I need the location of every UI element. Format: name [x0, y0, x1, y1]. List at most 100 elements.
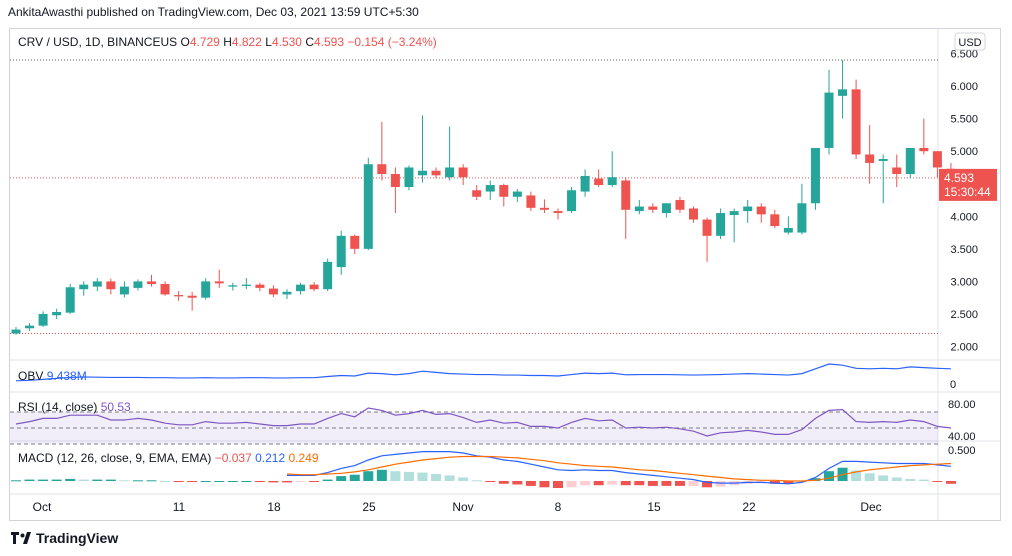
candle-body[interactable] — [174, 295, 184, 297]
l-label: L — [265, 35, 272, 49]
candle-body[interactable] — [851, 89, 861, 155]
candle-body[interactable] — [553, 211, 563, 214]
footer-brand[interactable]: TradingView — [36, 530, 119, 546]
candle-body[interactable] — [648, 206, 658, 210]
candle-body[interactable] — [838, 89, 848, 96]
candle-body[interactable] — [675, 200, 685, 210]
candle-body[interactable] — [810, 147, 820, 204]
candle-body[interactable] — [729, 211, 739, 215]
candle-body[interactable] — [445, 167, 455, 178]
c-label: C — [305, 35, 314, 49]
y-tick-label: 3.000 — [950, 276, 978, 288]
candle-body[interactable] — [539, 207, 549, 210]
macd-histogram-bar — [796, 481, 807, 483]
chart-frame — [9, 28, 1001, 521]
macd-histogram-bar — [783, 481, 794, 484]
candle-body[interactable] — [892, 167, 902, 174]
candle-body[interactable] — [878, 159, 888, 161]
candle-body[interactable] — [79, 284, 89, 290]
candle-body[interactable] — [38, 313, 48, 326]
candle-body[interactable] — [390, 173, 400, 188]
candle-body[interactable] — [106, 281, 116, 290]
candle-body[interactable] — [377, 164, 387, 174]
candle-body[interactable] — [756, 206, 766, 215]
candle-body[interactable] — [743, 206, 753, 212]
candle-body[interactable] — [147, 281, 156, 285]
candle-body[interactable] — [268, 288, 278, 295]
candle-body[interactable] — [255, 284, 265, 288]
macd-histogram-bar — [945, 481, 956, 484]
currency-button-label[interactable]: USD — [958, 37, 981, 49]
candle-body[interactable] — [160, 284, 170, 295]
candle-body[interactable] — [567, 190, 577, 212]
candle-body[interactable] — [594, 178, 604, 186]
macd-histogram-bar — [661, 481, 672, 486]
candle-body[interactable] — [661, 203, 671, 214]
candle-body[interactable] — [607, 177, 617, 186]
macd-histogram-bar — [620, 481, 631, 486]
candle-body[interactable] — [25, 325, 35, 329]
candle-body[interactable] — [865, 154, 875, 163]
candle-body[interactable] — [404, 167, 414, 188]
macd-histogram-bar — [769, 481, 780, 484]
candle-body[interactable] — [418, 170, 427, 176]
rsi-axis-tick: 80.00 — [948, 399, 976, 411]
candle-body[interactable] — [919, 147, 929, 152]
candle-body[interactable] — [485, 185, 495, 192]
candle-body[interactable] — [119, 286, 129, 295]
candle-body[interactable] — [241, 284, 251, 286]
macd-line — [287, 451, 952, 485]
candle-body[interactable] — [52, 311, 62, 316]
candle-body[interactable] — [296, 284, 306, 292]
candle-body[interactable] — [634, 206, 644, 212]
candle-body[interactable] — [580, 175, 590, 192]
macd-value: 0.212 — [255, 451, 288, 465]
candle-body[interactable] — [621, 180, 631, 210]
candle-body[interactable] — [282, 291, 292, 295]
macd-histogram-bar — [51, 479, 62, 481]
macd-histogram-bar — [444, 475, 455, 481]
candle-body[interactable] — [65, 287, 75, 313]
candle-body[interactable] — [797, 203, 807, 233]
candle-body[interactable] — [472, 190, 482, 197]
candle-body[interactable] — [323, 261, 333, 290]
candle-body[interactable] — [92, 281, 102, 287]
candle-body[interactable] — [458, 167, 468, 178]
candle-body[interactable] — [512, 191, 522, 197]
macd-histogram-bar — [566, 481, 577, 488]
macd-hist-value: −0.037 — [215, 451, 255, 465]
candle-body[interactable] — [214, 281, 224, 284]
candle-body[interactable] — [770, 214, 780, 227]
candle-body[interactable] — [689, 208, 698, 220]
candle-body[interactable] — [702, 219, 712, 236]
candle-body[interactable] — [932, 151, 942, 168]
candle-body[interactable] — [187, 295, 197, 298]
change-value: −0.154 (−3.24%) — [347, 35, 436, 49]
candle-body[interactable] — [499, 185, 509, 197]
candle-body[interactable] — [201, 281, 211, 298]
rsi-legend: RSI (14, close) 50.53 — [18, 400, 131, 414]
candle-body[interactable] — [309, 284, 319, 290]
x-tick-label: 18 — [267, 500, 281, 514]
macd-histogram-bar — [268, 481, 279, 483]
macd-histogram-bar — [92, 479, 103, 481]
candle-body[interactable] — [363, 164, 373, 249]
macd-histogram-bar — [295, 481, 306, 482]
macd-label: MACD (12, 26, close, 9, EMA, EMA) — [18, 451, 215, 465]
candle-body[interactable] — [336, 235, 346, 268]
candle-body[interactable] — [350, 235, 360, 249]
candle-body[interactable] — [228, 285, 238, 287]
candle-body[interactable] — [824, 92, 834, 148]
candle-body[interactable] — [783, 228, 793, 233]
candle-body[interactable] — [716, 213, 726, 236]
macd-histogram-bar — [227, 481, 238, 482]
x-tick-label: Oct — [33, 500, 52, 514]
currency-button[interactable] — [954, 32, 986, 51]
candle-body[interactable] — [133, 281, 143, 288]
candle-body[interactable] — [526, 195, 536, 208]
candle-body[interactable] — [431, 170, 441, 176]
candle-body[interactable] — [905, 147, 915, 174]
candle-body[interactable] — [11, 329, 21, 334]
close-value: 4.593 — [314, 35, 347, 49]
